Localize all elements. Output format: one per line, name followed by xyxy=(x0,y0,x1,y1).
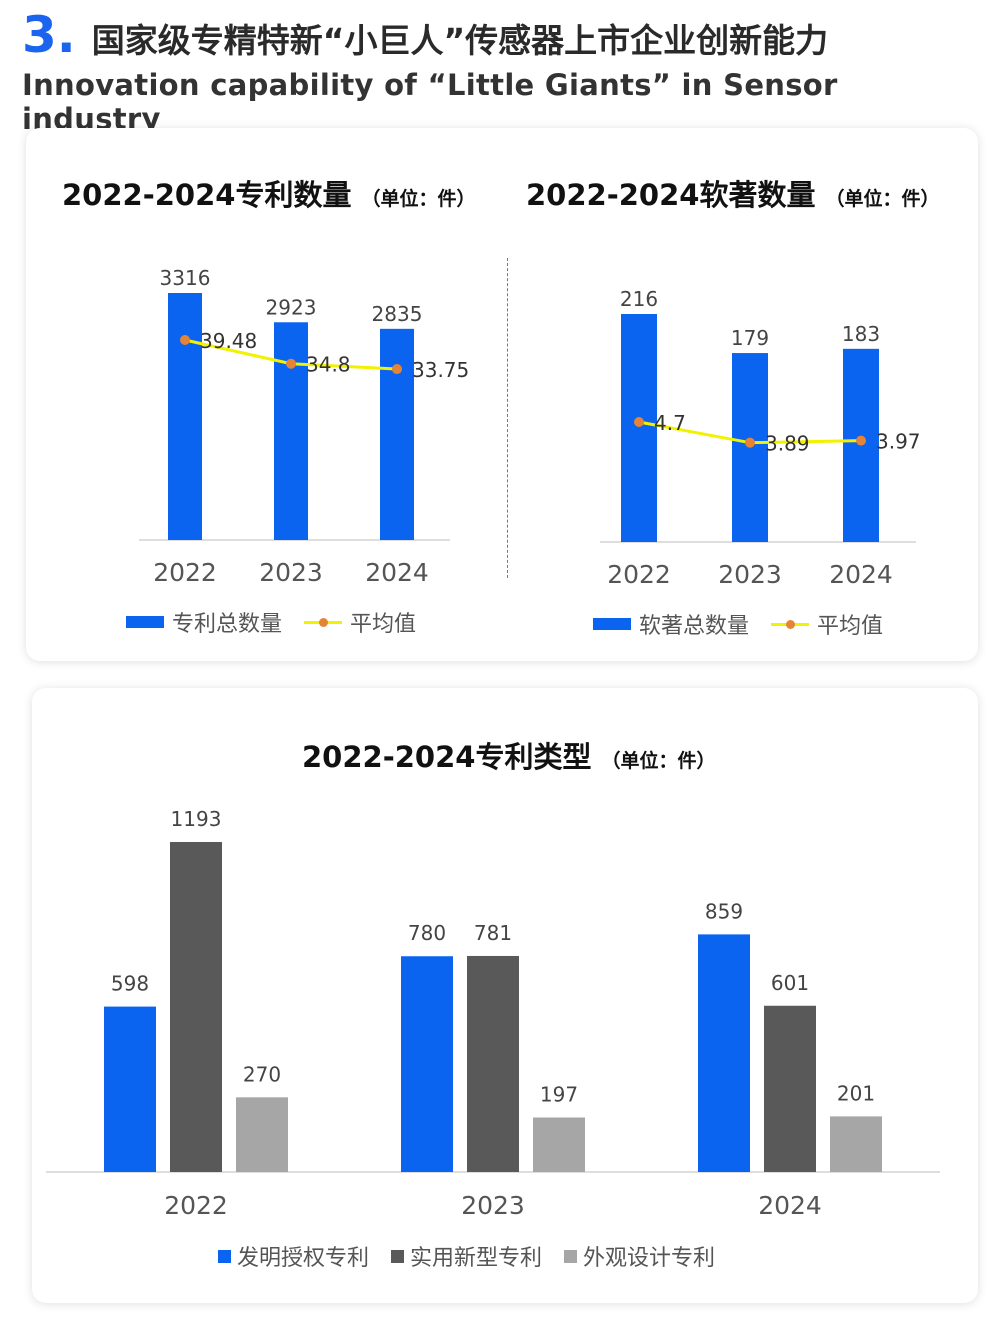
x-tick-label: 2023 xyxy=(718,560,782,589)
average-point xyxy=(634,417,644,427)
legend-label-invention: 发明授权专利 xyxy=(237,1246,370,1271)
bar-value-label: 179 xyxy=(731,326,769,350)
bar-2023-3 xyxy=(533,1117,585,1172)
bar-value-label: 216 xyxy=(620,287,658,311)
bar-2023 xyxy=(274,322,308,540)
patent-type-chart: 598 1193 270 2022 780 781 197 2023 859 601 201 2024 xyxy=(46,807,940,1220)
average-value-label: 4.7 xyxy=(654,411,686,435)
patent-count-legend: 专利总数量 平均值 xyxy=(126,606,438,638)
software-count-unit: （单位：件） xyxy=(825,188,940,210)
bottom-card: 2022-2024专利类型 （单位：件） 598 1193 270 2022 780 781… xyxy=(32,688,978,1303)
bar-2024-3 xyxy=(830,1116,882,1172)
legend-swatch-blue xyxy=(126,616,164,628)
page-subtitle: Innovation capability of “Little Giants”… xyxy=(22,68,838,136)
chart-divider xyxy=(507,258,508,578)
legend-label-average: 平均值 xyxy=(350,612,417,637)
legend-swatch-blue xyxy=(218,1249,231,1263)
bar-value-label: 780 xyxy=(408,921,446,945)
bar-value-label: 859 xyxy=(705,899,743,923)
x-tick-label: 2022 xyxy=(153,558,217,587)
average-point xyxy=(286,358,296,369)
bar-value-label: 197 xyxy=(540,1083,578,1107)
bar-2022 xyxy=(621,314,657,542)
software-count-chart: 216 2022 179 2023 183 2024 4.7 3.89 3.97 xyxy=(600,287,921,589)
patent-count-unit: （单位：件） xyxy=(361,188,476,210)
bar-value-label: 201 xyxy=(837,1081,875,1105)
bar-2022-1 xyxy=(104,1006,156,1172)
software-count-legend: 软著总数量 平均值 xyxy=(593,608,905,640)
bar-2024-1 xyxy=(698,934,750,1172)
legend-swatch-light-gray xyxy=(564,1249,578,1263)
bar-2023-1 xyxy=(401,956,453,1172)
legend-item-invention: 发明授权专利 xyxy=(218,1240,369,1272)
software-count-title-text: 2022-2024软著数量 xyxy=(526,178,816,212)
legend-label-average: 平均值 xyxy=(817,614,884,639)
x-tick-label: 2022 xyxy=(164,1191,228,1220)
bar-value-label: 183 xyxy=(842,322,880,346)
average-point xyxy=(856,435,866,446)
average-value-label: 3.97 xyxy=(876,430,921,454)
average-value-label: 33.75 xyxy=(412,358,469,382)
average-point xyxy=(745,437,755,448)
bar-2022-3 xyxy=(236,1097,288,1172)
legend-label-patent-total: 专利总数量 xyxy=(172,612,283,637)
legend-item-patent-total: 专利总数量 xyxy=(126,606,282,638)
bar-value-label: 270 xyxy=(243,1062,281,1086)
bar-2024 xyxy=(380,328,414,540)
bar-value-label: 3316 xyxy=(160,266,211,290)
bar-2023-2 xyxy=(467,955,519,1172)
patent-count-chart: 3316 2022 2923 2023 2835 2024 39.48 34.8 33.75 xyxy=(139,266,469,587)
legend-label-design: 外观设计专利 xyxy=(583,1246,716,1271)
bar-value-label: 2835 xyxy=(372,302,423,326)
legend-swatch-blue xyxy=(593,618,631,630)
bar-value-label: 2923 xyxy=(266,295,317,319)
bar-2022 xyxy=(168,293,202,540)
bar-value-label: 781 xyxy=(474,921,512,945)
x-tick-label: 2024 xyxy=(365,558,429,587)
page-title: 国家级专精特新“小巨人”传感器上市企业创新能力 xyxy=(91,21,829,60)
x-tick-label: 2024 xyxy=(758,1191,822,1220)
page-header: 3. 国家级专精特新“小巨人”传感器上市企业创新能力 Innovation ca… xyxy=(22,4,980,136)
average-point xyxy=(180,335,190,345)
x-tick-label: 2023 xyxy=(259,558,323,587)
legend-item-utility: 实用新型专利 xyxy=(391,1240,542,1272)
legend-swatch-dark-gray xyxy=(391,1249,405,1263)
bar-2022-2 xyxy=(170,842,222,1172)
patent-count-title-text: 2022-2024专利数量 xyxy=(62,178,352,212)
bar-2024-2 xyxy=(764,1005,816,1172)
patent-count-title: 2022-2024专利数量 （单位：件） xyxy=(62,172,475,214)
legend-item-design: 外观设计专利 xyxy=(564,1240,715,1272)
bar-value-label: 598 xyxy=(111,972,149,996)
average-value-label: 34.8 xyxy=(306,353,351,377)
bar-value-label: 601 xyxy=(771,971,809,995)
patent-type-title: 2022-2024专利类型 （单位：件） xyxy=(302,734,715,776)
section-number: 3. xyxy=(22,6,76,64)
title-row: 3. 国家级专精特新“小巨人”传感器上市企业创新能力 xyxy=(22,4,980,66)
legend-item-software-total: 软著总数量 xyxy=(593,608,749,640)
x-tick-label: 2022 xyxy=(607,560,671,589)
top-card: 2022-2024专利数量 （单位：件） 2022-2024软著数量 （单位：件） … xyxy=(26,128,978,661)
average-point xyxy=(392,364,402,375)
average-value-label: 3.89 xyxy=(765,432,810,456)
average-value-label: 39.48 xyxy=(200,329,257,353)
software-count-title: 2022-2024软著数量 （单位：件） xyxy=(526,172,939,214)
bar-value-label: 1193 xyxy=(171,807,222,831)
x-tick-label: 2024 xyxy=(829,560,893,589)
legend-label-utility: 实用新型专利 xyxy=(410,1246,543,1271)
legend-label-software-total: 软著总数量 xyxy=(639,614,750,639)
legend-swatch-line xyxy=(304,616,343,628)
patent-type-legend: 发明授权专利 实用新型专利 外观设计专利 xyxy=(218,1240,737,1272)
legend-item-average: 平均值 xyxy=(771,608,883,640)
legend-swatch-line xyxy=(771,618,810,630)
patent-type-title-text: 2022-2024专利类型 xyxy=(302,740,592,774)
x-tick-label: 2023 xyxy=(461,1191,525,1220)
patent-type-unit: （单位：件） xyxy=(601,750,716,772)
legend-item-average: 平均值 xyxy=(304,606,416,638)
